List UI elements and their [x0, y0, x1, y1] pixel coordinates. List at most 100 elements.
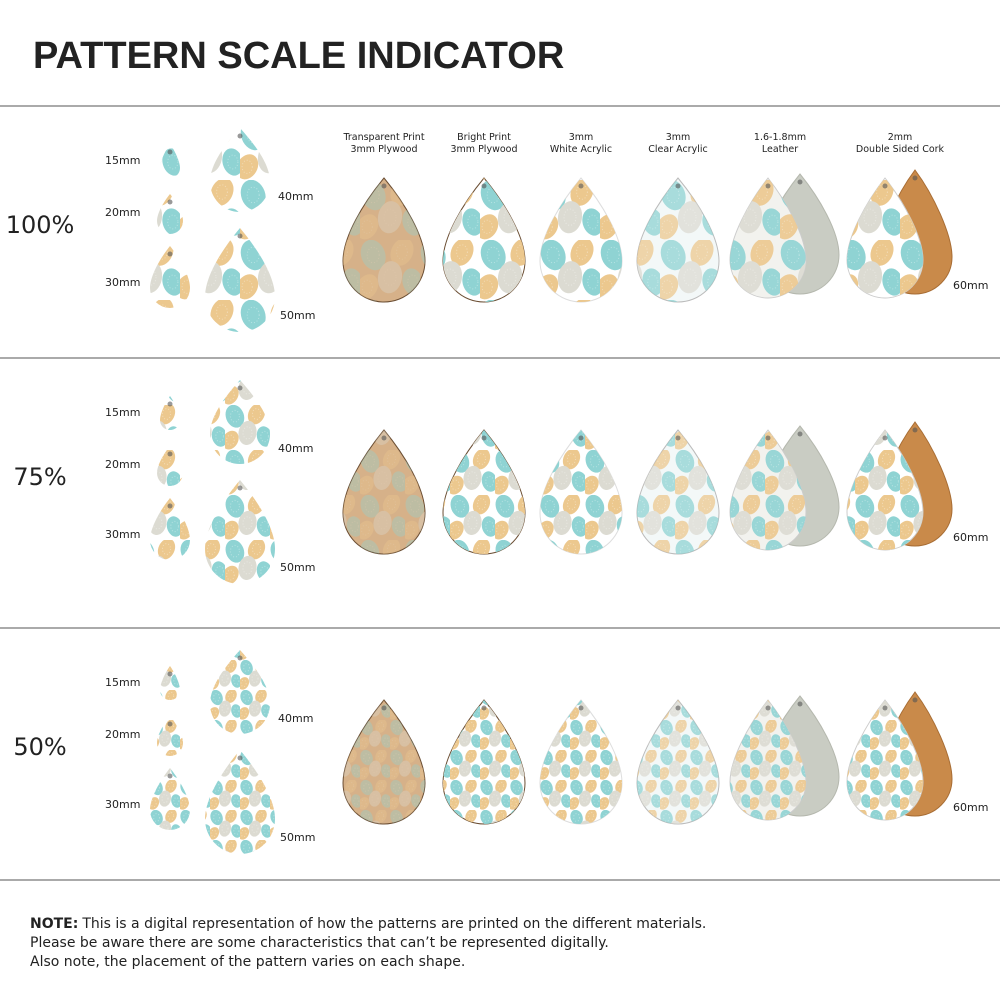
size-label: 50mm [280, 831, 315, 844]
scale-label: 50% [13, 733, 66, 761]
drop-hole [167, 199, 173, 205]
drop-hole [912, 697, 918, 703]
drop-hole [578, 183, 584, 189]
note-line: Please be aware there are some character… [30, 935, 609, 951]
material-label: Leather [762, 144, 798, 155]
drop-pattern [540, 430, 622, 554]
drop-hole [882, 705, 888, 711]
drop-pattern [730, 430, 806, 550]
drop-hole [381, 705, 387, 711]
drop-hole [237, 485, 243, 491]
drop-pattern [637, 430, 719, 554]
size-label: 15mm [105, 406, 140, 419]
note-line: NOTE: This is a digital representation of… [30, 916, 706, 932]
drop-pattern [160, 666, 180, 700]
drop-hole [765, 705, 771, 711]
drop-pattern [205, 228, 275, 332]
size-label: 40mm [278, 712, 313, 725]
drop-hole [381, 435, 387, 441]
size-label: 50mm [280, 561, 315, 574]
drop-hole [675, 435, 681, 441]
size-label: 20mm [105, 206, 140, 219]
material-label: Transparent Print [342, 132, 424, 143]
drop-hole [167, 149, 173, 155]
note-text: This is a digital representation of how … [81, 916, 706, 932]
drop-pattern [730, 178, 806, 298]
size-label: 30mm [105, 798, 140, 811]
drop-pattern [157, 194, 183, 234]
size-label: 15mm [105, 154, 140, 167]
material-label: 3mm [666, 132, 691, 143]
drop-pattern [210, 650, 270, 734]
size-label: 60mm [953, 531, 988, 544]
drop-pattern [160, 396, 180, 430]
drop-hole [481, 435, 487, 441]
size-label: 30mm [105, 276, 140, 289]
material-label: 2mm [888, 132, 913, 143]
material-label: 1.6-1.8mm [754, 132, 806, 143]
size-label: 30mm [105, 528, 140, 541]
drop-hole [237, 655, 243, 661]
drop-hole [167, 401, 173, 407]
drop-pattern [205, 750, 275, 854]
drop-pattern [150, 246, 190, 308]
drop-pattern [730, 700, 806, 820]
drop-hole [167, 503, 173, 509]
size-label: 20mm [105, 458, 140, 471]
drop-hole [167, 773, 173, 779]
size-label: 60mm [953, 279, 988, 292]
material-label: White Acrylic [550, 144, 612, 155]
drop-hole [912, 427, 918, 433]
drop-pattern [210, 128, 270, 212]
drop-pattern [847, 178, 923, 298]
drop-hole [481, 705, 487, 711]
material-label: 3mm Plywood [451, 144, 518, 155]
drop-pattern [150, 768, 190, 830]
drop-pattern [443, 178, 525, 302]
drop-pattern [210, 380, 270, 464]
size-label: 40mm [278, 190, 313, 203]
size-label: 40mm [278, 442, 313, 455]
drop-hole [675, 705, 681, 711]
drop-hole [167, 251, 173, 257]
drop-hole [765, 435, 771, 441]
drop-pattern [637, 700, 719, 824]
note-line: Also note, the placement of the pattern … [30, 954, 465, 970]
material-label: 3mm [569, 132, 594, 143]
material-label: Clear Acrylic [648, 144, 707, 155]
drop-hole [481, 183, 487, 189]
drop-pattern [343, 178, 425, 302]
drop-pattern [847, 430, 923, 550]
drop-hole [912, 175, 918, 181]
size-label: 15mm [105, 676, 140, 689]
drop-hole [797, 431, 803, 437]
drop-pattern [540, 700, 622, 824]
drop-pattern [343, 700, 425, 824]
drop-hole [381, 183, 387, 189]
drop-hole [237, 755, 243, 761]
drop-pattern [157, 446, 183, 486]
drop-hole [765, 183, 771, 189]
drop-hole [882, 435, 888, 441]
drop-pattern [540, 178, 622, 302]
drop-hole [797, 179, 803, 185]
drop-hole [882, 183, 888, 189]
drop-pattern [150, 498, 190, 560]
drop-pattern [205, 480, 275, 584]
drop-hole [675, 183, 681, 189]
drop-hole [237, 233, 243, 239]
drop-hole [578, 705, 584, 711]
scale-label: 75% [13, 463, 66, 491]
drop-hole [167, 671, 173, 677]
drop-pattern [443, 430, 525, 554]
size-label: 60mm [953, 801, 988, 814]
drop-pattern [443, 700, 525, 824]
drop-pattern [343, 430, 425, 554]
drop-hole [237, 133, 243, 139]
scale-label: 100% [6, 211, 75, 239]
size-label: 20mm [105, 728, 140, 741]
page-title: PATTERN SCALE INDICATOR [33, 35, 564, 77]
drop-pattern [157, 716, 183, 756]
note-label: NOTE: [30, 916, 78, 932]
